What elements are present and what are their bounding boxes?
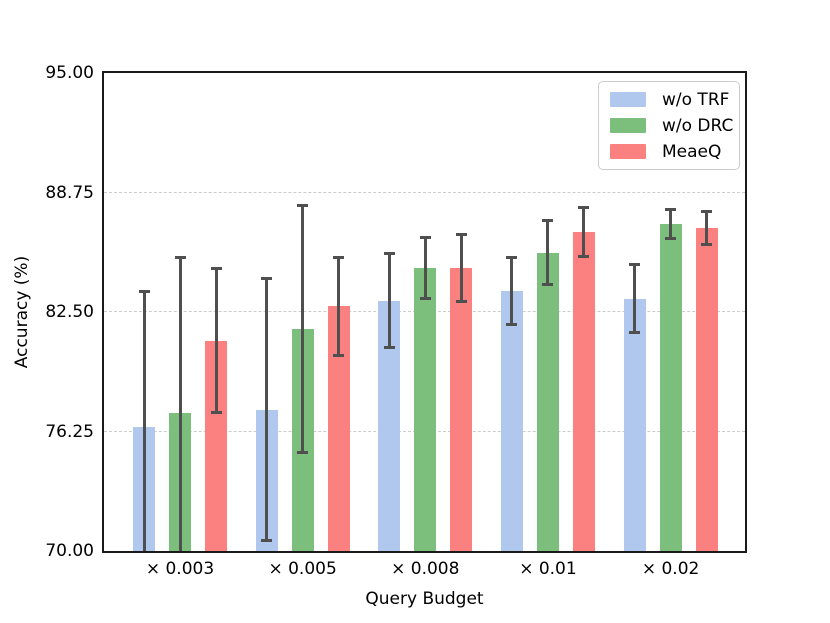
legend-item: MeaeQ — [610, 141, 729, 162]
error-bar-line — [178, 256, 182, 551]
y-axis-title-text: Accuracy (%) — [12, 255, 32, 369]
error-bar-cap-top — [210, 267, 222, 271]
bar-w-o-drc-4 — [659, 224, 682, 551]
x-tick-label: × 0.008 — [391, 559, 460, 579]
error-bar-cap-bottom — [578, 254, 590, 258]
error-bar-cap-top — [578, 205, 590, 209]
error-bar-line — [301, 204, 305, 454]
bar-meaeq-2 — [450, 268, 473, 551]
error-bar-cap-top — [506, 255, 518, 259]
plot-area — [102, 71, 747, 553]
error-bar-cap-top — [701, 209, 713, 213]
error-bar-line — [633, 264, 637, 334]
error-bar-cap-top — [261, 276, 273, 280]
y-tick-label: 82.50 — [45, 302, 94, 322]
error-bar-cap-top — [297, 203, 309, 207]
error-bar-cap-bottom — [629, 331, 641, 335]
bar-meaeq-4 — [695, 227, 718, 551]
legend: w/o TRF w/o DRC MeaeQ — [598, 81, 740, 170]
bar-w-o-drc-2 — [414, 268, 437, 551]
error-bar-cap-top — [542, 219, 554, 223]
error-bar-line — [337, 256, 341, 356]
legend-item: w/o TRF — [610, 89, 730, 110]
y-tick-label: 70.00 — [45, 541, 94, 561]
x-tick-label: × 0.003 — [145, 559, 215, 579]
y-tick-label: 88.75 — [45, 182, 94, 203]
error-bar-cap-bottom — [297, 451, 309, 455]
error-bar-cap-bottom — [542, 283, 554, 287]
error-bar-line — [705, 210, 709, 246]
x-tick-label: × 0.01 — [519, 559, 577, 579]
error-bar-cap-top — [419, 236, 431, 240]
error-bar-line — [459, 233, 463, 303]
error-bar-cap-bottom — [419, 296, 431, 300]
bar-w-o-trf-4 — [623, 298, 646, 551]
error-bar-line — [423, 237, 427, 299]
y-tick-label: 76.25 — [45, 421, 94, 442]
legend-label: w/o TRF — [662, 89, 730, 110]
error-bar-line — [582, 206, 586, 257]
error-bar-cap-top — [629, 263, 641, 267]
x-tick-label: × 0.02 — [641, 559, 700, 579]
bar-w-o-trf-3 — [500, 290, 523, 551]
error-bar-cap-bottom — [383, 346, 395, 350]
y-tick-label: 95.00 — [45, 63, 94, 83]
x-axis-title: Query Budget — [365, 589, 484, 609]
legend-swatch — [610, 144, 646, 159]
error-bar-cap-bottom — [261, 539, 273, 543]
error-bar-line — [142, 290, 146, 551]
error-bar-cap-top — [665, 207, 677, 211]
error-bar-cap-top — [333, 255, 345, 259]
error-bar-line — [387, 252, 391, 349]
error-bar-cap-bottom — [455, 300, 467, 304]
legend-swatch — [610, 118, 646, 133]
x-tick-label: × 0.005 — [268, 559, 337, 579]
error-bar-line — [510, 256, 514, 326]
legend-label: w/o DRC — [662, 115, 734, 136]
error-bar-line — [265, 277, 269, 542]
grid-line — [104, 191, 745, 193]
error-bar-cap-bottom — [210, 411, 222, 415]
error-bars-layer — [104, 73, 745, 551]
bar-meaeq-0 — [205, 340, 227, 551]
error-bar-cap-bottom — [701, 243, 713, 247]
legend-label: MeaeQ — [662, 141, 722, 162]
error-bar-line — [546, 220, 550, 286]
error-bar-cap-top — [174, 255, 186, 259]
bar-meaeq-3 — [572, 231, 595, 551]
legend-swatch — [610, 92, 646, 107]
error-bar-cap-bottom — [665, 237, 677, 241]
error-bar-cap-bottom — [506, 323, 518, 327]
bar-w-o-trf-2 — [378, 300, 401, 551]
error-bar-cap-top — [138, 289, 150, 293]
bar-w-o-drc-3 — [536, 252, 559, 551]
legend-item: w/o DRC — [610, 116, 733, 136]
error-bar-line — [669, 208, 673, 240]
error-bar-cap-top — [455, 232, 467, 236]
error-bar-cap-bottom — [333, 353, 345, 357]
error-bar-cap-top — [383, 251, 395, 255]
bar-meaeq-1 — [327, 306, 350, 551]
error-bar-line — [214, 268, 218, 414]
